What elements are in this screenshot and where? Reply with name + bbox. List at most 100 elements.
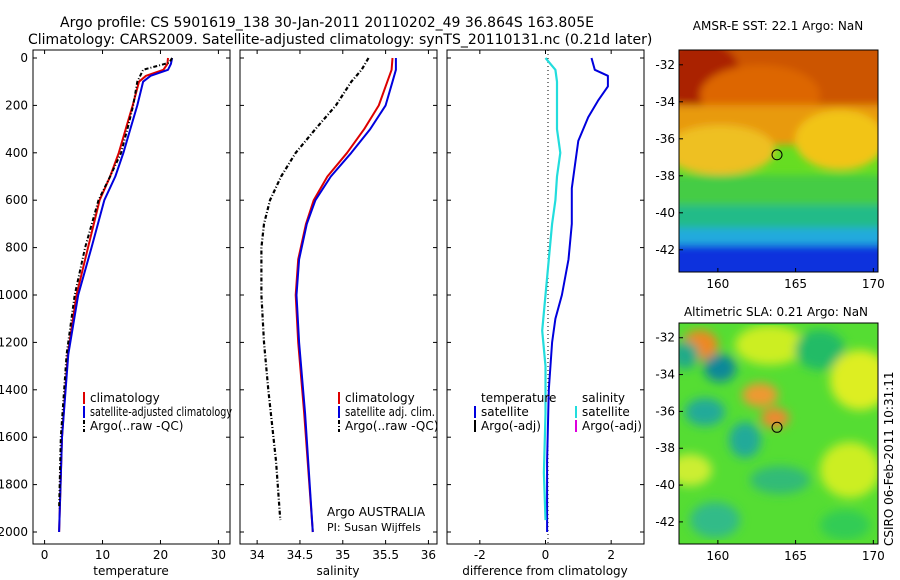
lon-tick-label: 170 [862,277,885,291]
x-tick-label: 10 [95,548,110,562]
sst-map-axes: -32 -34 -36 -38 -40 -42 160 165 170 [655,58,884,291]
difference-xlabel: difference from climatology [462,564,628,578]
legend-label-sal-satellite: satellite [582,405,630,419]
argo-australia-note: Argo AUSTRALIA [327,505,426,519]
series-line [546,57,609,532]
lat-tick-label: -34 [655,95,675,109]
temperature-legend: climatology satellite-adjusted climatolo… [83,391,232,433]
sla-blob-teal-e [750,466,810,494]
depth-tick-label: 0 [20,51,28,65]
difference-series [541,57,609,532]
lat-tick-label: -42 [655,243,675,257]
x-tick-label: 2 [607,548,615,562]
sla-blob-green-b [820,510,870,540]
sst-float-marker [771,149,783,161]
sla-blob-teal-f [690,502,740,538]
sla-map-image [679,323,878,544]
series-line [541,57,562,521]
x-tick-label: 0 [41,548,49,562]
depth-axis: 0 200 400 600 800 1000 1200 1400 1600 1800 2000 [0,51,644,539]
footer-credit: CSIRO 06-Feb-2011 10:31:11 [882,371,896,546]
depth-tick-label: 1600 [0,430,28,444]
depth-tick-label: 200 [5,98,28,112]
sla-blob-yellow-c [679,454,712,486]
salinity-legend: climatology satellite adj. clim. Argo(..… [327,391,438,534]
x-tick-label: 35.5 [372,548,399,562]
depth-tick-label: 600 [5,193,28,207]
sst-map-title: AMSR-E SST: 22.1 Argo: NaN [693,19,863,33]
header-line-2: Climatology: CARS2009. Satellite-adjuste… [28,32,652,48]
sla-float-marker [771,421,783,433]
lon-tick-label: 160 [706,277,729,291]
series-line [295,58,397,533]
sla-blob-yellow-b [830,350,878,410]
series-line [58,57,169,533]
salinity-series [260,57,397,533]
lon-tick-label: 165 [784,549,807,563]
salinity-x-axis: 34 34.5 35 35.5 36 [249,50,436,562]
legend-label-sal-argo: Argo(-adj) [582,419,642,433]
depth-tick-label: 2000 [0,525,28,539]
sla-blob-green-a [795,330,845,370]
depth-tick-label: 400 [5,146,28,160]
legend-label-argo-sal: Argo(..raw -QC) [345,419,438,433]
x-tick-label: 34.5 [287,548,314,562]
lat-tick-label: -32 [655,331,675,345]
sla-blob-teal-d [729,422,761,458]
x-tick-label: 30 [211,548,226,562]
lat-tick-label: -40 [655,478,675,492]
lat-tick-label: -42 [655,515,675,529]
x-tick-label: 35 [335,548,350,562]
legend-label-satellite: satellite-adjusted climatology [90,405,232,419]
salinity-xlabel: salinity [316,564,359,578]
x-tick-label: 20 [153,548,168,562]
series-line [260,57,370,521]
sst-map-image [679,50,878,272]
sst-blob-yellow [679,125,775,175]
sla-blob-yellow-a [735,325,805,365]
header-line-1: Argo profile: CS 5901619_138 30-Jan-2011… [60,15,594,31]
lon-tick-label: 165 [784,277,807,291]
sla-blob-yellow-d [820,442,878,498]
legend-label-satellite-sal: satellite adj. clim. [345,405,435,419]
legend-label-argo: Argo(..raw -QC) [90,419,183,433]
lat-tick-label: -38 [655,169,675,183]
salinity-axes-frame [239,49,438,545]
lat-tick-label: -36 [655,132,675,146]
sla-map-title: Altimetric SLA: 0.21 Argo: NaN [684,305,868,319]
depth-tick-label: 1200 [0,335,28,349]
series-line [58,57,173,509]
depth-tick-label: 1800 [0,478,28,492]
series-line [294,57,394,533]
difference-x-axis: -2 0 2 [474,50,615,562]
depth-tick-label: 1000 [0,288,28,302]
depth-tick-label: 800 [5,241,28,255]
lat-tick-label: -38 [655,441,675,455]
sst-band-cyan [679,228,878,248]
sla-map-frame [678,322,879,545]
sst-map-frame [678,49,879,273]
sst-blob-yellow-2 [795,110,878,170]
sst-map-field [679,50,878,272]
sla-blob-orange-c [761,408,789,428]
legend-title-temperature: temperature [481,391,556,405]
sla-blob-teal-c [685,398,725,426]
lon-tick-label: 160 [706,549,729,563]
lon-tick-label: 170 [862,549,885,563]
pi-note: PI: Susan Wijffels [327,521,421,534]
temperature-axes-frame [32,49,231,545]
lat-tick-label: -32 [655,58,675,72]
legend-label-climatology: climatology [90,391,160,405]
sst-band-blue [679,245,878,272]
lat-tick-label: -40 [655,206,675,220]
legend-label-temp-argo: Argo(-adj) [481,419,541,433]
series-line [58,57,174,533]
sla-map-axes: -32 -34 -36 -38 -40 -42 160 165 170 [655,331,884,563]
sla-blob-teal-a [679,341,699,369]
sla-blob-teal-b [704,354,736,382]
sla-map-field [679,325,878,540]
difference-legend: temperature satellite Argo(-adj) salinit… [474,391,642,433]
sla-blob-orange-b [742,383,778,407]
x-tick-label: 36 [421,548,436,562]
